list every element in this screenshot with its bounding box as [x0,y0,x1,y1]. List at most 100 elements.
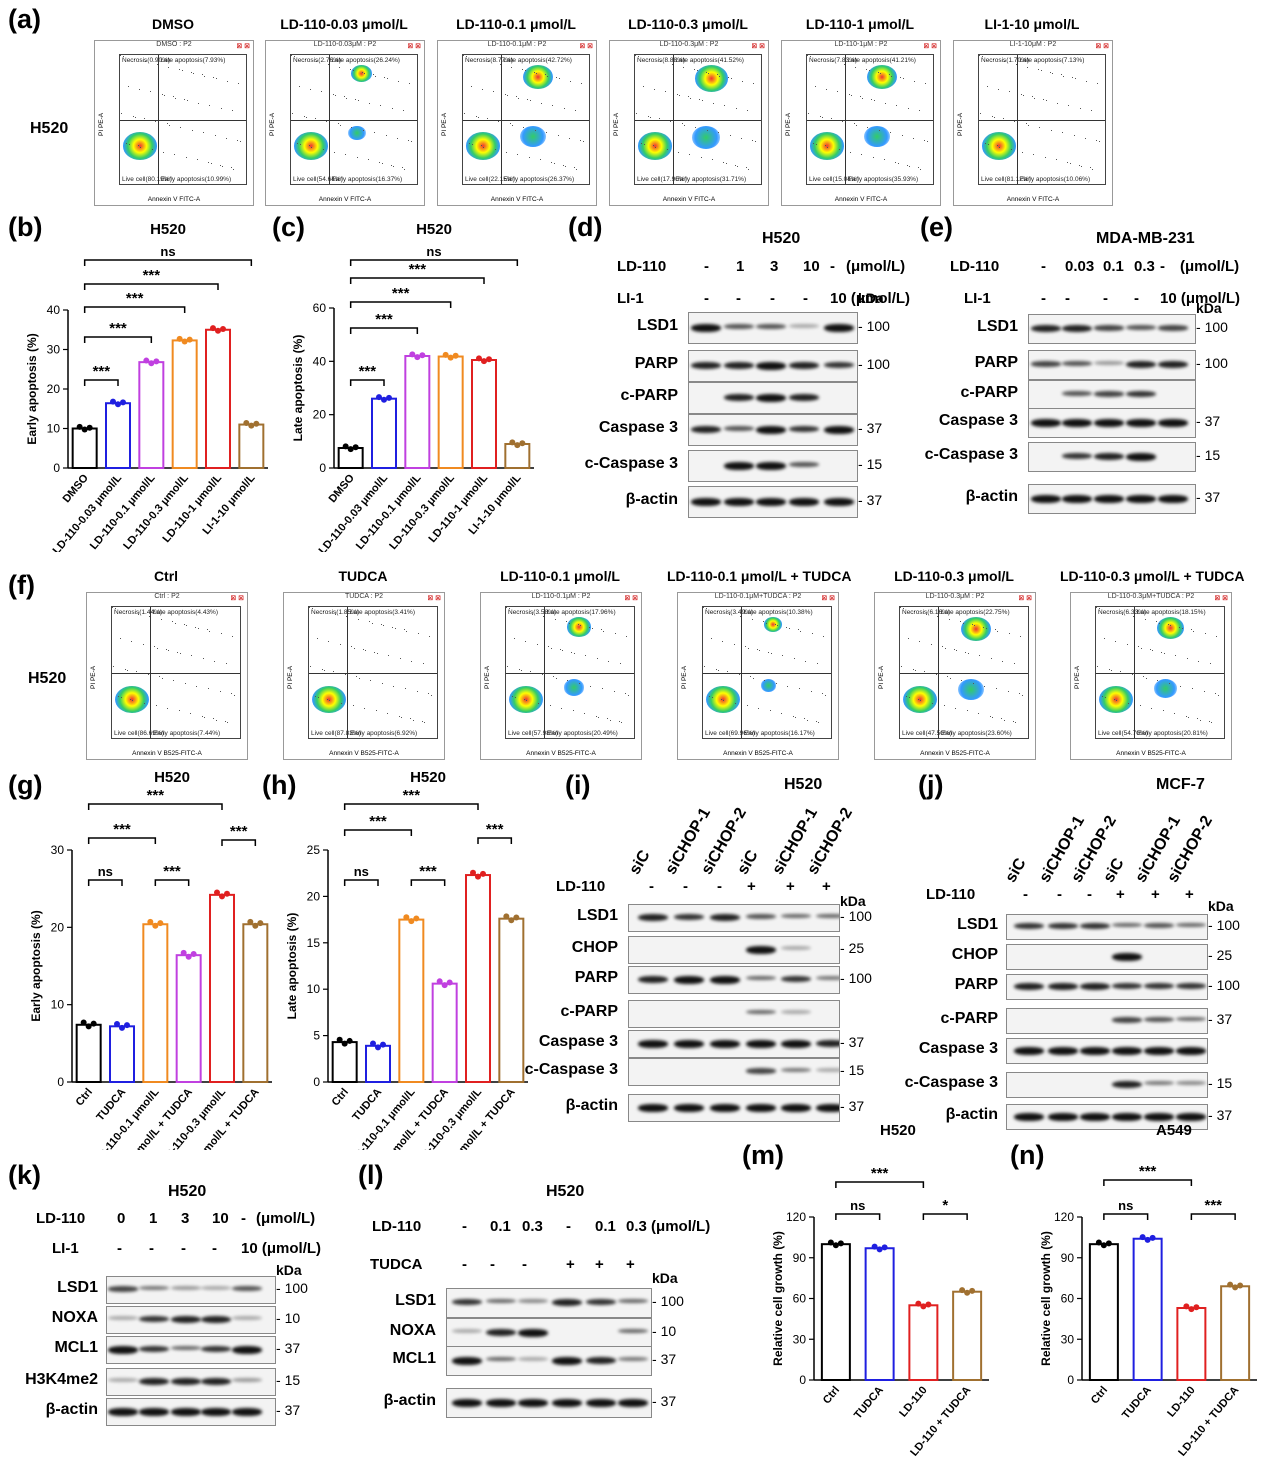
mw-value: 15 [1204,447,1221,463]
event-dot [548,646,550,648]
event-dot [1163,652,1165,654]
x-tick-label: Ctrl [330,1086,351,1108]
event-dot [179,69,181,71]
event-dot [966,710,968,712]
event-dot [233,694,235,696]
event-dot [144,702,145,704]
event-dot [984,685,986,687]
protein-band [518,1299,548,1303]
protein-band [518,1399,548,1407]
blot-strip [688,450,858,482]
facs-title: LD-110-0.3 μmol/L [628,16,748,32]
event-dot [642,85,644,87]
event-dot [1140,647,1142,649]
event-dot [510,66,512,68]
y-axis-label: Early apoptosis (%) [29,910,43,1021]
event-dot [210,163,212,165]
x-tick-label: Ctrl [1089,1384,1110,1406]
facs-title: LD-110-0.1 μmol/L [500,568,620,584]
event-dot [989,715,991,717]
event-dot [603,630,605,632]
event-dot [619,663,621,665]
event-dot [1102,696,1104,698]
y-axis-label: PI PE-A [785,112,792,137]
mw-marker: - 37 [652,1393,677,1409]
protein-band [789,394,819,402]
facs-title: LD-110-1 μmol/L [805,16,915,32]
treatment-row-2-value: + [626,1256,635,1273]
event-dot [227,80,229,82]
event-dot [1156,621,1158,623]
event-dot [380,105,382,107]
event-dot [155,705,157,707]
protein-band [1176,1081,1206,1085]
event-dot [811,633,813,635]
quadrant-ul-label: Necrosis(2.76%) [293,57,342,64]
bar [820,1243,851,1381]
live-cell-cluster [508,685,543,713]
event-dot [132,700,134,701]
mw-marker: - 25 [1208,947,1233,963]
bar [331,1041,358,1084]
event-dot [758,707,760,709]
event-dot [231,693,233,695]
treatment-row-1-value: - [1057,886,1062,903]
event-dot [747,110,749,112]
protein-band [1014,1113,1044,1121]
event-dot [1131,673,1133,675]
protein-band [789,426,819,433]
mw-value: 37 [660,1351,677,1367]
event-dot [209,105,211,107]
y-tick-label: 15 [307,936,321,950]
mw-marker: - 37 [652,1351,677,1367]
facs-plot: LI-1-10μM : P2 ⊠ ⊠ Necrosis(1.70%) Late apo… [953,40,1113,206]
event-dot [1028,124,1030,126]
x-tick-label: LD-110 [1165,1384,1197,1419]
event-dot [541,102,543,104]
event-dot [481,88,483,90]
protein-band [1080,1113,1110,1121]
protein-band [1048,1047,1078,1055]
protein-band [1158,325,1188,331]
event-dot [1174,713,1176,715]
event-dot [815,144,817,145]
significance-bracket [349,259,519,266]
blot-strip [1028,314,1196,344]
event-dot [203,132,205,134]
event-dot [1012,720,1014,722]
event-dot [708,73,710,75]
quadrant-hline [291,119,417,121]
event-dot [1044,156,1046,158]
event-dot [1020,635,1022,637]
event-dot [878,129,880,131]
replicate-point [925,1301,932,1308]
event-dot [533,71,535,73]
early-apoptosis-cluster [957,679,984,700]
event-dot [1010,149,1012,151]
treatment-row-1-value: + [1116,886,1125,903]
event-dot [965,651,967,653]
event-dot [1074,78,1076,80]
mw-value: 37 [866,420,883,436]
event-dot [513,638,515,640]
quadrant-lr-label: Early apoptosis(26.37%) [503,176,575,183]
treatment-row-1-value: 0.1 [1103,258,1124,275]
treatment-row-2-value: + [595,1256,604,1273]
event-dot [185,156,187,158]
event-dot [902,608,904,610]
treatment-row-1-value: 10 [803,258,820,275]
protein-band [816,1068,839,1072]
event-dot [172,96,174,98]
protein-band [789,324,819,328]
quadrant-lr-label: Early apoptosis(31.71%) [675,176,747,183]
event-dot [304,58,306,60]
facs-axes: Necrosis(0.90%) Late apoptosis(7.93%) Live… [119,54,247,185]
event-dot [412,719,414,721]
x-tick-label: DMSO [327,472,358,505]
event-dot [733,643,735,645]
event-dot [700,156,702,158]
event-dot [906,164,908,166]
event-dot [311,608,313,610]
event-dot [980,113,982,115]
event-dot [1185,715,1187,717]
